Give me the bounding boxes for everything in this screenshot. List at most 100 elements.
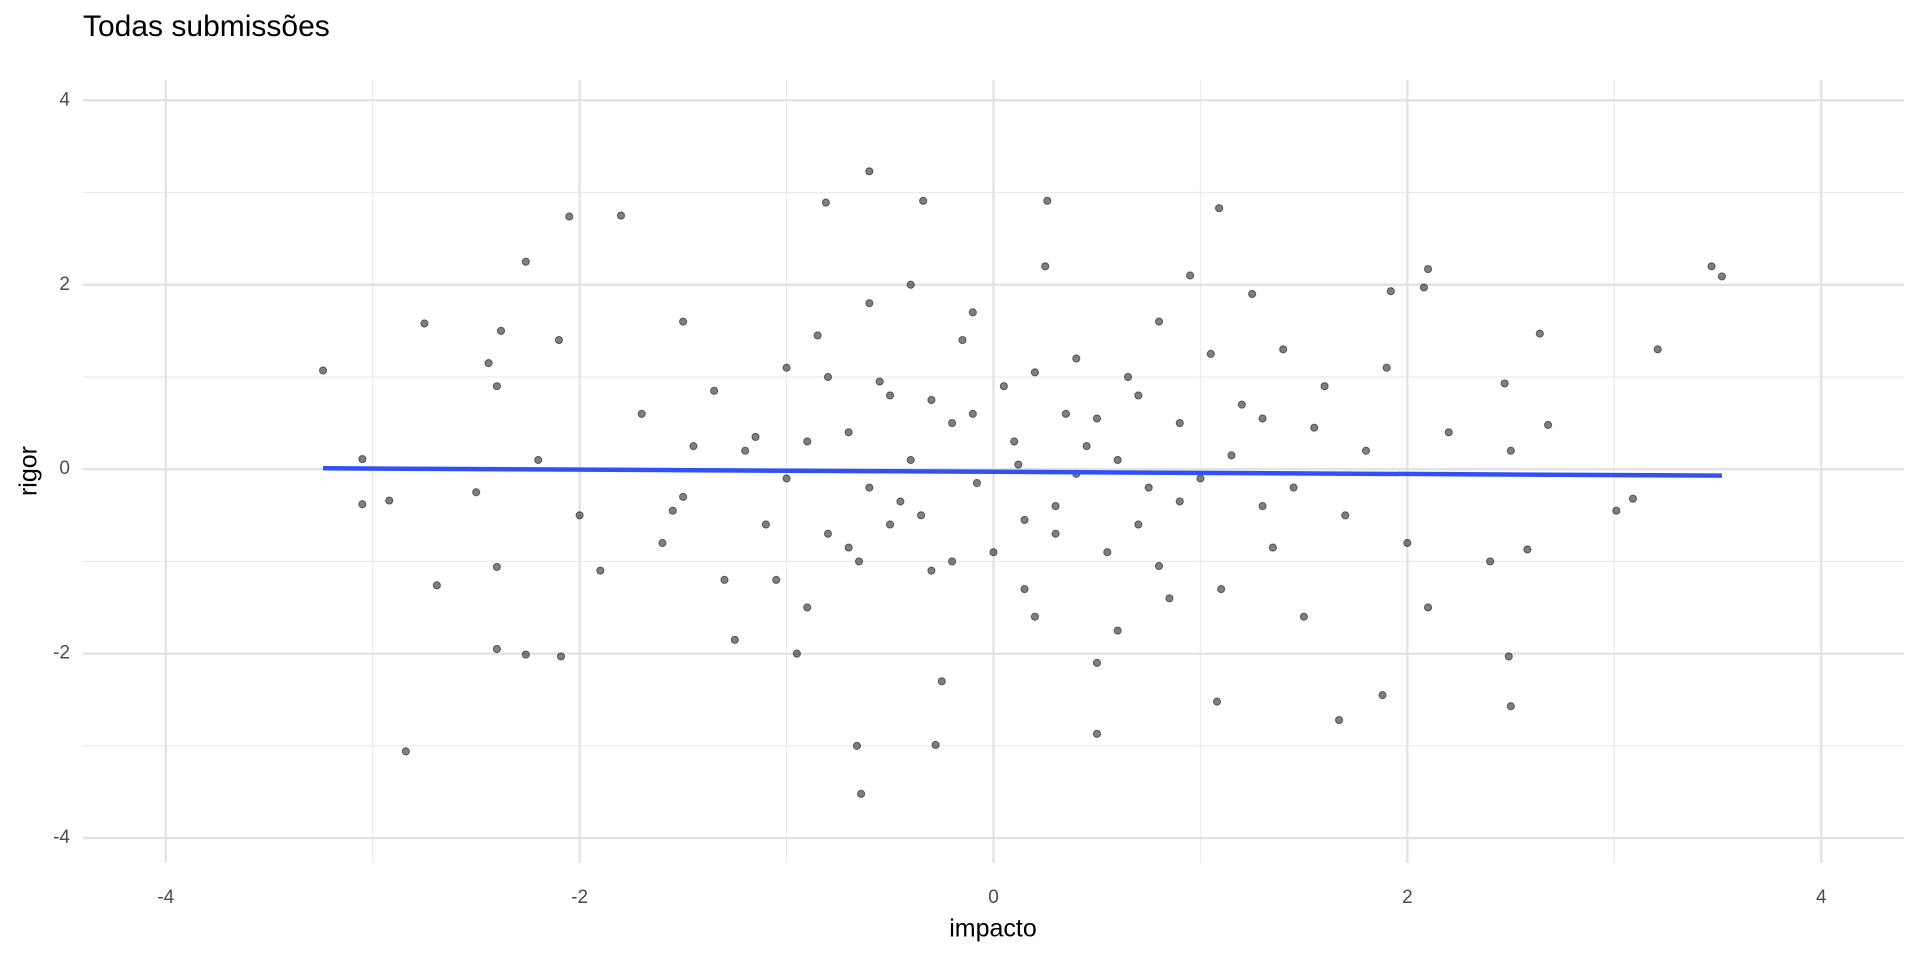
point — [1361, 446, 1371, 455]
point — [1653, 345, 1662, 354]
point — [679, 492, 688, 501]
point — [989, 548, 998, 557]
point — [1279, 345, 1288, 354]
point — [1378, 691, 1387, 700]
point — [492, 382, 501, 391]
point — [1030, 368, 1039, 377]
point — [1113, 626, 1122, 635]
point — [1341, 511, 1350, 520]
point — [534, 455, 543, 465]
point — [865, 299, 874, 308]
point — [1423, 264, 1433, 274]
point — [318, 366, 328, 375]
point — [782, 363, 791, 372]
point — [1419, 283, 1429, 292]
point — [720, 575, 729, 584]
point — [1113, 455, 1122, 465]
point — [1175, 497, 1184, 506]
point — [906, 455, 915, 465]
point — [1165, 594, 1174, 603]
point — [772, 575, 781, 584]
point — [689, 442, 698, 451]
point — [875, 377, 884, 386]
x-tick-label: -2 — [571, 887, 588, 908]
point — [358, 454, 367, 464]
point — [958, 335, 967, 345]
point — [1382, 363, 1391, 372]
point — [596, 566, 605, 575]
point — [1103, 548, 1112, 557]
point — [1041, 262, 1050, 271]
point — [1248, 289, 1257, 299]
point — [1214, 204, 1224, 213]
point — [1310, 423, 1319, 432]
point — [1043, 196, 1052, 205]
point — [1061, 409, 1071, 418]
fit-line — [323, 466, 1722, 478]
point — [565, 212, 574, 221]
point — [1506, 702, 1515, 711]
point — [521, 650, 530, 659]
point — [1504, 652, 1513, 661]
y-tick-label: -4 — [53, 827, 70, 848]
point — [385, 496, 394, 505]
chart-title: Todas submissões — [83, 10, 330, 43]
point — [1051, 501, 1060, 511]
point — [1092, 729, 1102, 738]
point — [1268, 543, 1277, 552]
point — [1030, 612, 1039, 621]
point — [658, 538, 667, 548]
point — [865, 167, 874, 176]
point — [948, 418, 957, 428]
point — [1707, 262, 1716, 271]
point — [1486, 557, 1495, 566]
y-tick-label: 2 — [59, 274, 70, 295]
point — [1403, 538, 1412, 548]
point — [1717, 272, 1727, 281]
point — [1020, 584, 1029, 594]
point — [1535, 329, 1544, 338]
point — [931, 740, 940, 750]
point — [1523, 545, 1532, 554]
point — [792, 649, 802, 658]
point — [679, 317, 688, 326]
point — [1185, 271, 1195, 280]
point — [854, 557, 864, 566]
point — [968, 409, 977, 418]
point — [1258, 414, 1267, 423]
point — [813, 331, 822, 340]
point — [1072, 354, 1081, 363]
point — [856, 789, 866, 798]
point — [972, 478, 982, 488]
x-tick-label: -4 — [157, 887, 174, 908]
point — [472, 488, 481, 497]
point — [1020, 515, 1029, 525]
point — [1154, 561, 1164, 571]
point — [575, 511, 584, 520]
point — [885, 520, 895, 529]
point — [919, 196, 928, 205]
point — [554, 335, 564, 345]
point — [1014, 460, 1023, 469]
point — [1506, 446, 1515, 455]
point — [1206, 349, 1215, 359]
point — [1289, 483, 1298, 492]
point — [803, 437, 812, 446]
point — [1175, 418, 1184, 428]
y-tick-label: 0 — [59, 458, 70, 479]
point — [1123, 372, 1133, 382]
point — [1196, 474, 1205, 483]
point — [1217, 584, 1226, 594]
point — [1628, 494, 1638, 503]
point — [948, 557, 957, 566]
point — [730, 635, 739, 644]
point — [852, 741, 862, 750]
point — [1258, 501, 1267, 511]
point — [1334, 715, 1344, 725]
point — [821, 198, 830, 207]
point — [637, 409, 646, 418]
point — [844, 428, 853, 437]
point — [1051, 529, 1060, 538]
point — [865, 483, 874, 492]
point — [1154, 317, 1164, 326]
